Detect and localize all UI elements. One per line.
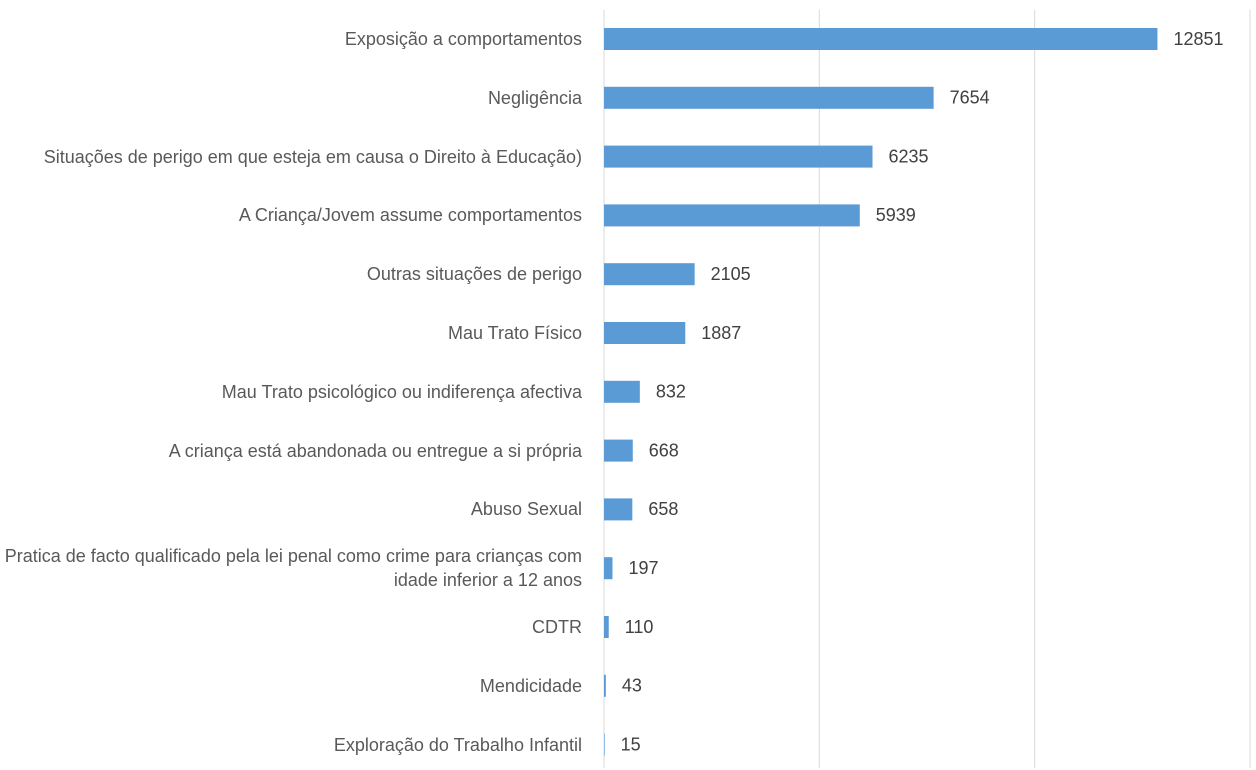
category-label: Pratica de facto qualificado pela lei pe… (4, 546, 582, 591)
category-label: Abuso Sexual (470, 499, 582, 520)
bar (604, 733, 605, 756)
category-label: Negligência (487, 87, 582, 108)
category-label: Mendicidade (479, 675, 582, 696)
category-label: A criança está abandonada ou entregue a … (168, 440, 582, 461)
value-label: 658 (648, 499, 678, 519)
bar (604, 322, 686, 344)
category-label: A Criança/Jovem assume comportamentos (238, 205, 582, 226)
bar (604, 28, 1158, 50)
value-label: 43 (622, 676, 642, 696)
value-label: 5939 (876, 205, 916, 225)
bar (604, 557, 613, 580)
category-label: Mau Trato psicológico ou indiferença afe… (221, 381, 582, 402)
bar (604, 204, 860, 227)
value-label: 197 (628, 558, 658, 578)
bar (604, 380, 640, 403)
category-label: Situações de perigo em que esteja em cau… (43, 146, 582, 167)
value-label: 832 (656, 382, 686, 402)
bar (604, 86, 934, 109)
category-label: Exposição a comportamentos (344, 29, 582, 49)
category-label: Exploração do Trabalho Infantil (333, 734, 582, 755)
value-label: 2105 (711, 264, 751, 284)
value-label: 1887 (701, 323, 741, 343)
value-label: 668 (649, 440, 679, 460)
bar (604, 439, 633, 462)
category-label: CDTR (532, 617, 582, 637)
value-label: 110 (625, 617, 654, 637)
bar (604, 498, 633, 521)
bar (604, 616, 609, 638)
bar (604, 145, 873, 168)
category-label: Mau Trato Físico (447, 323, 582, 343)
category-label: Outras situações de perigo (366, 264, 582, 285)
bar (604, 674, 606, 697)
value-label: 12851 (1173, 29, 1223, 49)
value-label: 15 (621, 734, 641, 754)
bar (604, 263, 695, 286)
value-label: 7654 (950, 88, 990, 108)
value-label: 6235 (889, 146, 929, 166)
